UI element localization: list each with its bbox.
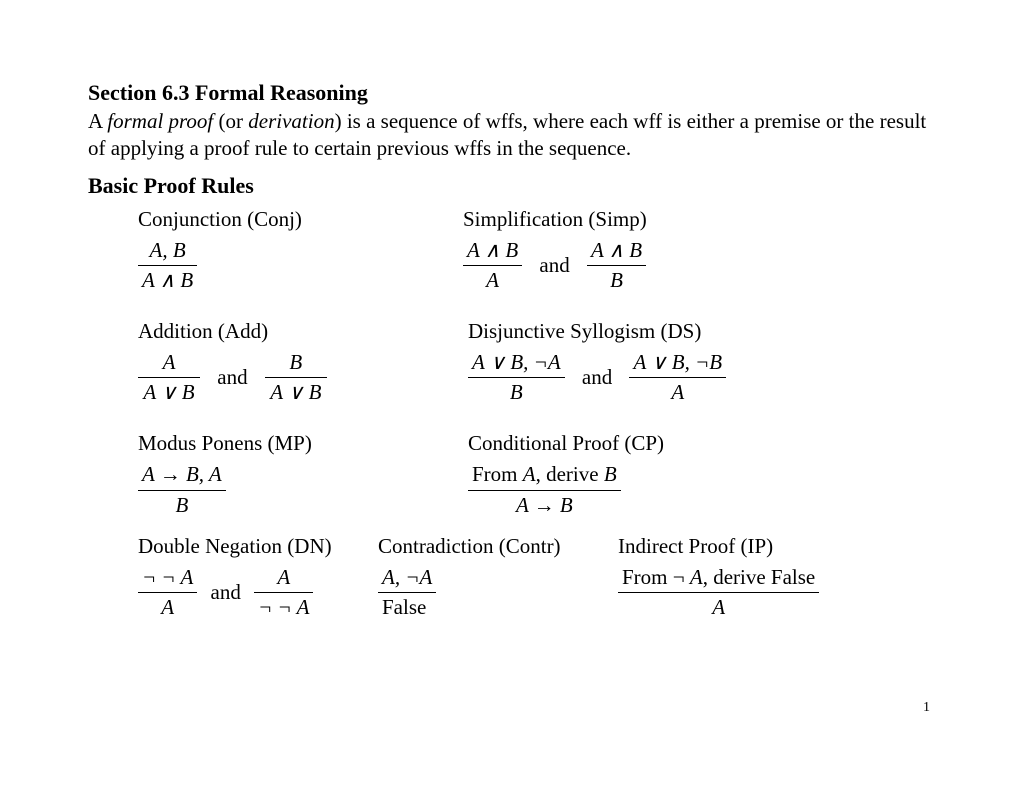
cp-line [468,490,621,491]
simp-d2-conc: B [587,268,646,293]
rule-name-cp: Conditional Proof (CP) [468,431,664,456]
rule-add-d2: B A ∨ B [265,350,327,405]
cp-prem-mid: , derive [536,462,604,486]
conj-line [138,265,197,266]
rule-ds-d1: A ∨ B, ¬A B [468,350,565,405]
subheading: Basic Proof Rules [88,173,932,199]
rule-name-ds: Disjunctive Syllogism (DS) [468,319,726,344]
ip-conc: A [618,595,819,620]
ip-prem-pre: From [622,565,673,589]
dn-d1-prem: ¬ ¬ A [138,565,197,590]
dn-d1-line [138,592,197,593]
cp-conc: A → B [468,493,621,518]
section-title: Section 6.3 Formal Reasoning [88,80,932,106]
simp-and: and [527,253,581,278]
conj-prem: A, B [138,238,197,263]
add-d1-conc: A ∨ B [138,380,200,405]
rule-conj-derivation: A, B A ∧ B [138,238,197,293]
ds-and: and [570,365,624,390]
intro-text-a: A [88,109,107,133]
rule-ds-d2: A ∨ B, ¬B A [629,350,726,405]
rules-row-4: Double Negation (DN) ¬ ¬ A A and A ¬ ¬ A… [138,534,932,620]
page-number: 1 [923,700,930,716]
ip-prem-false: False [771,565,815,589]
contr-conc: False [378,595,436,620]
cp-prem-pre: From [472,462,523,486]
rules-row-1: Conjunction (Conj) A, B A ∧ B Simplifica… [138,207,932,293]
rule-ip-derivation: From ¬ A, derive False A [618,565,819,620]
ds-d1-line [468,377,565,378]
contr-line [378,592,436,593]
rule-dn-d2: A ¬ ¬ A [254,565,313,620]
simp-d1-line [463,265,522,266]
dn-d2-prem: A [254,565,313,590]
rule-contr-derivation: A, ¬A False [378,565,436,620]
rule-simp-d2: A ∧ B B [587,238,646,293]
ds-d2-prem: A ∨ B, ¬B [629,350,726,375]
ip-prem: From ¬ A, derive False [618,565,819,590]
conj-conc: A ∧ B [138,268,197,293]
add-d2-line [265,377,327,378]
cp-prem: From A, derive B [468,462,621,487]
cp-prem-b: B [604,462,617,486]
ds-d1-conc: B [468,380,565,405]
mp-prem: A → B, A [138,462,226,487]
mp-line [138,490,226,491]
add-d1-line [138,377,200,378]
ip-prem-neg: ¬ [673,565,690,589]
ip-prem-a: A [690,565,703,589]
cp-prem-a: A [523,462,536,486]
ds-d2-line [629,377,726,378]
ip-prem-mid: , derive [703,565,771,589]
dn-d2-line [254,592,313,593]
rule-name-dn: Double Negation (DN) [138,534,378,559]
ds-d2-conc: A [629,380,726,405]
simp-d1-conc: A [463,268,522,293]
rule-name-ip: Indirect Proof (IP) [618,534,819,559]
intro-text-mid1: (or [213,109,248,133]
rules-row-2: Addition (Add) A A ∨ B and B A ∨ B Disju… [138,319,932,405]
rule-name-conj: Conjunction (Conj) [138,207,463,232]
rule-name-simp: Simplification (Simp) [463,207,647,232]
simp-d2-line [587,265,646,266]
add-d2-prem: B [265,350,327,375]
ds-d1-prem: A ∨ B, ¬A [468,350,565,375]
rule-cp-derivation: From A, derive B A → B [468,462,621,517]
add-and: and [205,365,259,390]
simp-d2-prem: A ∧ B [587,238,646,263]
rule-name-contr: Contradiction (Contr) [378,534,618,559]
intro-paragraph: A formal proof (or derivation) is a sequ… [88,108,932,163]
rule-add-d1: A A ∨ B [138,350,200,405]
intro-formal-proof: formal proof [107,109,213,133]
rule-name-add: Addition (Add) [138,319,468,344]
ip-line [618,592,819,593]
dn-and: and [203,580,249,605]
rule-mp-derivation: A → B, A B [138,462,226,517]
rules-row-3: Modus Ponens (MP) A → B, A B Conditional… [138,431,932,517]
rule-name-mp: Modus Ponens (MP) [138,431,468,456]
rule-simp-d1: A ∧ B A [463,238,522,293]
intro-derivation: derivation [248,109,334,133]
simp-d1-prem: A ∧ B [463,238,522,263]
dn-d2-conc: ¬ ¬ A [254,595,313,620]
rule-dn-d1: ¬ ¬ A A [138,565,197,620]
add-d1-prem: A [138,350,200,375]
contr-prem: A, ¬A [378,565,436,590]
dn-d1-conc: A [138,595,197,620]
mp-conc: B [138,493,226,518]
add-d2-conc: A ∨ B [265,380,327,405]
